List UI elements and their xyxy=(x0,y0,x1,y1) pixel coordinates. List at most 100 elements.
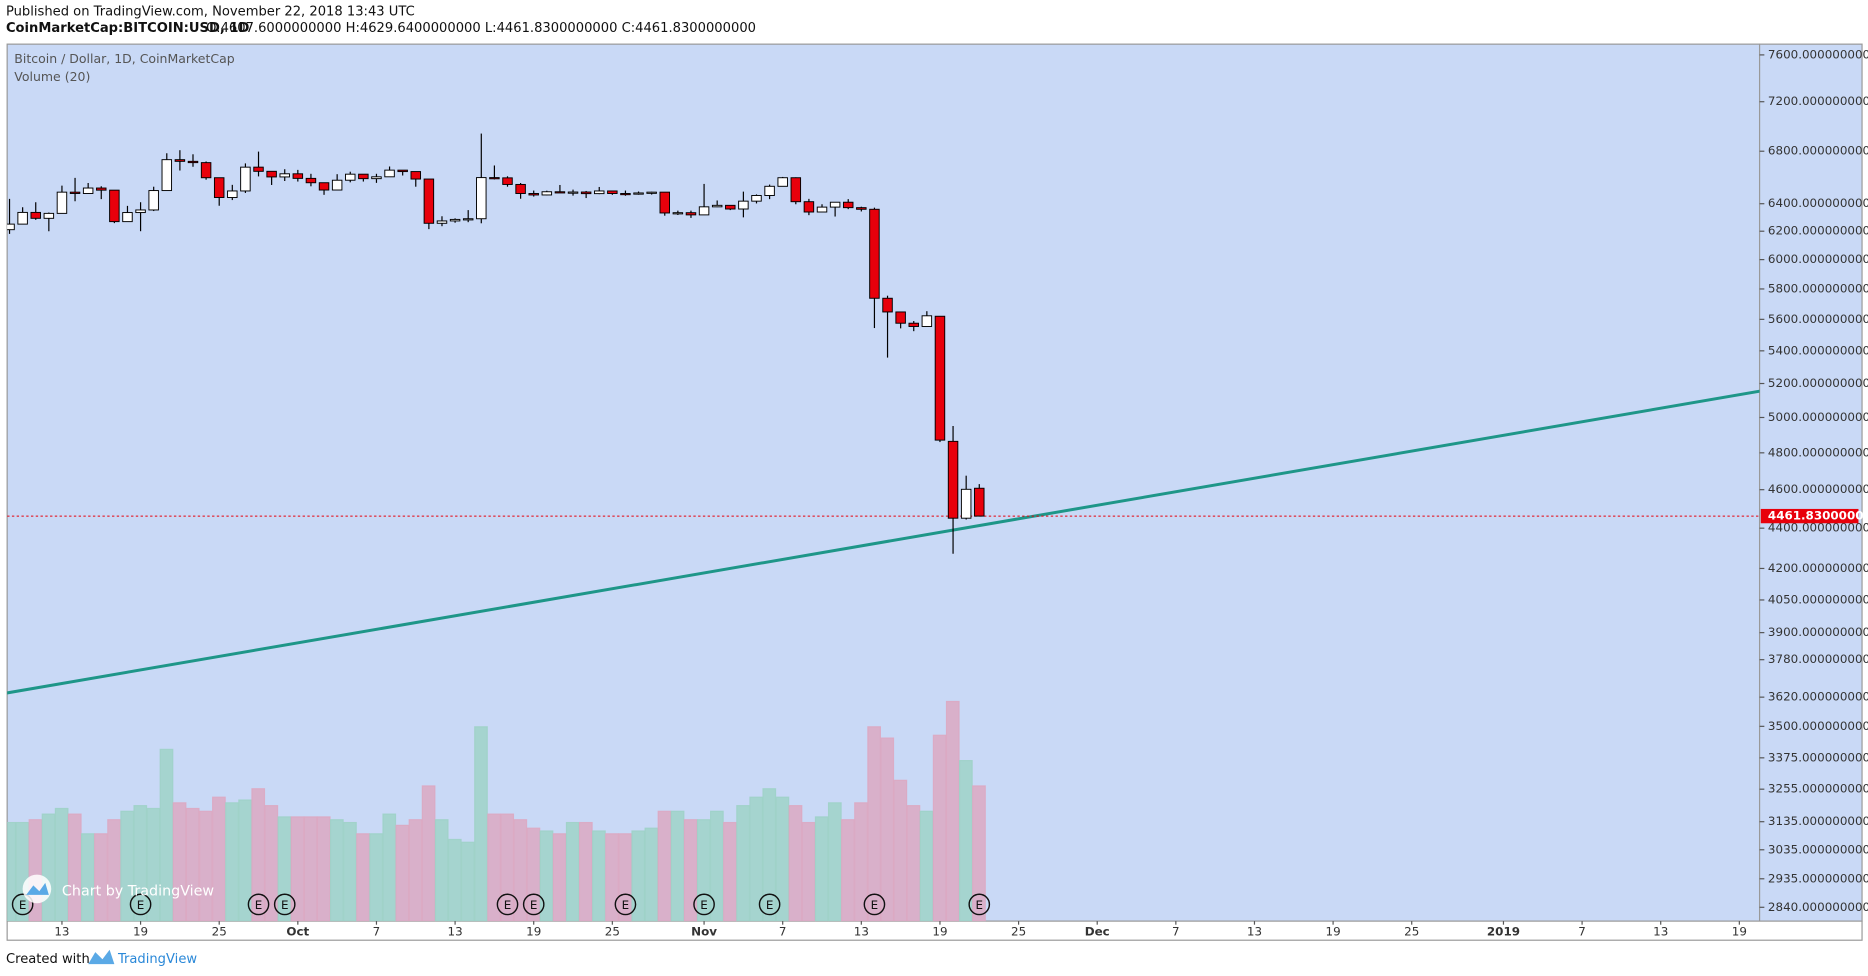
candle-body xyxy=(345,173,356,181)
volume-bar xyxy=(919,810,934,922)
volume-bar xyxy=(172,802,187,922)
volume-bar xyxy=(827,802,842,922)
candle-body xyxy=(122,212,133,223)
volume-bar xyxy=(788,805,803,922)
candle-body xyxy=(462,218,474,221)
y-tick-label: 6200.0000000000 xyxy=(1768,224,1868,238)
candle-body xyxy=(882,297,893,313)
published-line: Published on TradingView.com, November 2… xyxy=(6,4,415,19)
candle-body xyxy=(554,191,566,194)
volume-bar xyxy=(880,737,895,922)
candle-body xyxy=(659,191,671,214)
candle-body xyxy=(974,487,985,517)
event-label: E xyxy=(976,898,984,912)
candle-body xyxy=(803,201,815,213)
event-marker xyxy=(247,893,270,916)
candle-body xyxy=(738,200,749,210)
volume-bar xyxy=(303,816,318,922)
volume-bar xyxy=(932,734,947,922)
event-label: E xyxy=(19,898,27,912)
watermark: Chart by TradingView xyxy=(22,874,214,904)
x-tick-label: 19 xyxy=(932,924,947,938)
candle-body xyxy=(528,193,539,196)
volume-bar xyxy=(710,810,724,922)
candle-body xyxy=(174,159,186,162)
candle-body xyxy=(685,212,697,216)
volume-bar xyxy=(670,810,685,922)
chart-title: Bitcoin / Dollar, 1D, CoinMarketCap xyxy=(14,51,234,66)
volume-bar xyxy=(801,821,816,922)
candle-body xyxy=(213,177,225,198)
candle-body xyxy=(305,177,317,184)
candle-body xyxy=(515,183,526,194)
volume-bar xyxy=(81,833,95,922)
candle-body xyxy=(436,220,448,224)
footer-brand[interactable]: TradingView xyxy=(117,952,197,967)
volume-bar xyxy=(447,838,462,922)
volume-bar xyxy=(421,785,436,922)
candle-body xyxy=(764,185,775,196)
event-label: E xyxy=(255,898,263,912)
volume-bar xyxy=(264,805,279,922)
event-label: E xyxy=(700,898,708,912)
x-tick-label: 13 xyxy=(1247,924,1262,938)
y-tick-label: 7200.0000000000 xyxy=(1768,94,1868,108)
volume-bar xyxy=(198,810,213,922)
volume-bar xyxy=(41,813,56,922)
volume-bar xyxy=(343,821,357,922)
volume-bar xyxy=(316,816,331,922)
x-tick-label: 13 xyxy=(1653,924,1668,938)
candle-body xyxy=(69,191,81,194)
candle-body xyxy=(816,206,828,213)
x-tick-label: 7 xyxy=(1578,924,1586,938)
y-tick-label: 3255.0000000000 xyxy=(1768,782,1868,796)
x-tick-label: Nov xyxy=(691,924,717,938)
volume-bar xyxy=(408,819,423,922)
x-tick-label: 25 xyxy=(1404,924,1419,938)
candle-body xyxy=(829,201,841,208)
y-tick-label: 5000.0000000000 xyxy=(1768,410,1868,424)
event-label: E xyxy=(871,898,879,912)
x-tick-label: 13 xyxy=(448,924,463,938)
y-tick-label: 4200.0000000000 xyxy=(1768,561,1868,575)
volume-bar xyxy=(225,802,239,922)
ohlc-line: O:4607.6000000000 H:4629.6400000000 L:44… xyxy=(206,21,756,36)
candle-body xyxy=(489,177,500,180)
x-tick-label: 19 xyxy=(1326,924,1341,938)
volume-bar xyxy=(28,819,43,922)
last-price-box xyxy=(1760,508,1859,524)
volume-bar xyxy=(867,726,881,922)
y-tick-label: 4050.0000000000 xyxy=(1768,592,1868,606)
candle-body xyxy=(947,440,959,519)
volume-bar xyxy=(120,810,135,922)
event-marker xyxy=(273,893,296,916)
trend-line xyxy=(7,389,1760,695)
x-tick-label: Oct xyxy=(286,924,309,938)
candle-body xyxy=(292,173,304,179)
x-tick-label: 25 xyxy=(212,924,227,938)
last-price-label: 4461.8300000000 xyxy=(1768,509,1868,523)
volume-bar xyxy=(657,810,672,922)
volume-bar xyxy=(841,819,855,922)
footer-text: Created with xyxy=(6,952,90,967)
symbol: CoinMarketCap:BITCOIN:USD, 1D xyxy=(6,21,250,36)
volume-bar xyxy=(487,813,501,922)
candle-body xyxy=(856,207,867,210)
volume-bar xyxy=(7,821,17,922)
volume-bar xyxy=(356,833,370,922)
candle-body xyxy=(698,206,710,216)
y-tick-label: 6400.0000000000 xyxy=(1768,196,1868,210)
x-tick-label: 19 xyxy=(133,924,148,938)
candle-body xyxy=(187,160,199,164)
volume-bar xyxy=(972,785,986,922)
volume-bar xyxy=(578,821,593,922)
y-tick-label: 6800.0000000000 xyxy=(1768,144,1868,158)
volume-bar xyxy=(395,824,410,922)
event-label: E xyxy=(281,898,289,912)
event-marker xyxy=(129,893,152,916)
candle-body xyxy=(620,193,631,196)
volume-bar xyxy=(513,819,528,922)
volume-bar xyxy=(552,833,567,922)
volume-bar xyxy=(945,700,960,922)
